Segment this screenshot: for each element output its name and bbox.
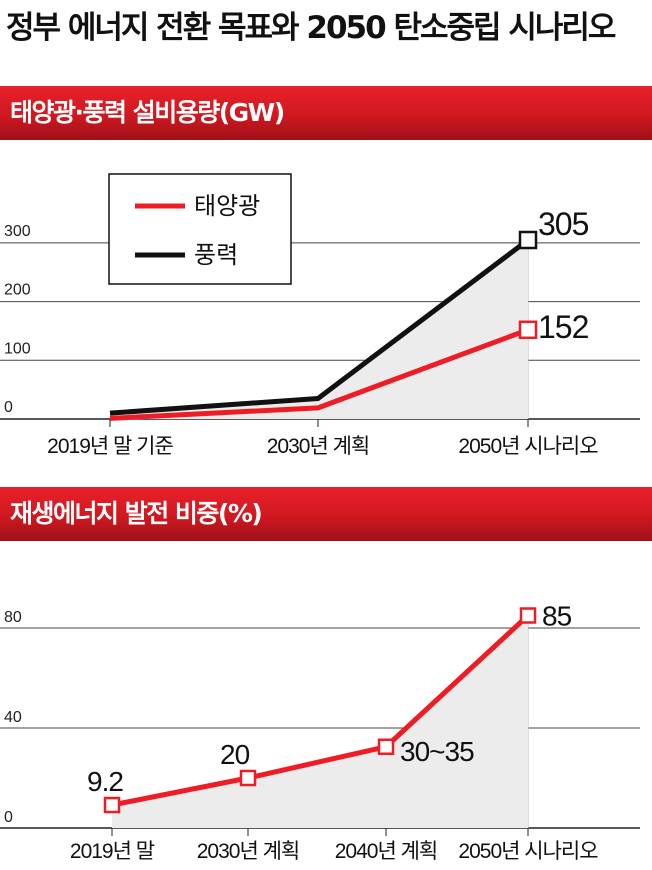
- chart1-markers: [518, 230, 538, 340]
- chart1-title-banner: 태양광·풍력 설비용량(GW): [0, 86, 652, 140]
- chart1-xtick-label: 2050년 시나리오: [458, 435, 598, 458]
- chart2-ytick-label: 40: [4, 709, 22, 726]
- chart1-xtick-label: 2030년 계획: [267, 435, 370, 458]
- chart2-xtick-label: 2019년 말: [70, 840, 155, 863]
- chart2-xtick-label: 2050년 시나리오: [458, 840, 598, 863]
- chart2-xtick-label: 2030년 계획: [197, 840, 300, 863]
- chart2-labels: 0 40 80 2019년 말 2030년 계획 2040년 계획 2050년 시나리오 9.…: [4, 601, 599, 864]
- chart2-marker: [519, 607, 537, 624]
- chart1-legend-box: [108, 173, 292, 285]
- chart2-data-label: 30~35: [400, 736, 474, 767]
- chart1-marker-wind: [518, 230, 538, 250]
- chart1-data-label-wind: 305: [538, 206, 589, 242]
- chart2-area-fill: [112, 615, 528, 828]
- chart1-series-line-wind: [109, 238, 530, 416]
- chart1-area: [110, 240, 528, 419]
- chart1-series-line-solar: [109, 327, 529, 421]
- chart2-xtick-label: 2040년 계획: [335, 840, 438, 863]
- chart2-series-line: [111, 613, 530, 808]
- chart2-marker: [239, 769, 257, 787]
- chart1-ytick-label: 0: [4, 399, 13, 416]
- chart1-ytick-label: 100: [4, 340, 31, 357]
- page-title: 정부 에너지 전환 목표와 2050 탄소중립 시나리오: [6, 10, 616, 46]
- chart2-ytick-label: 80: [4, 609, 22, 626]
- chart2-data-label: 85: [542, 601, 572, 632]
- chart1-marker-solar: [518, 320, 538, 340]
- chart2-marker: [103, 796, 121, 814]
- chart1-data-label-solar: 152: [538, 309, 589, 345]
- chart1-legend-label-wind: 풍력: [194, 242, 238, 269]
- chart2-markers: [103, 607, 537, 814]
- chart2-ytick-label: 0: [4, 809, 13, 826]
- chart2-area: [112, 615, 528, 828]
- chart1-xtick-label: 2019년 말 기준: [47, 435, 173, 458]
- chart2-data-label: 20: [220, 739, 250, 770]
- chart2-data-label: 9.2: [87, 766, 123, 797]
- chart2-title-banner: 재생에너지 발전 비중(%): [0, 487, 652, 541]
- chart1-legend-label-solar: 태양광: [194, 193, 260, 220]
- chart1-labels: 0 100 200 300 2019년 말 기준 2030년 계획 2050년 시나리오 30…: [4, 206, 599, 458]
- chart1-area-fill: [110, 240, 528, 419]
- chart1-ytick-label: 200: [4, 282, 31, 299]
- chart1-ytick-label: 300: [4, 223, 31, 240]
- chart2-series-lines: [111, 613, 530, 808]
- chart2-marker: [377, 738, 395, 755]
- chart1-series-lines: [109, 238, 530, 421]
